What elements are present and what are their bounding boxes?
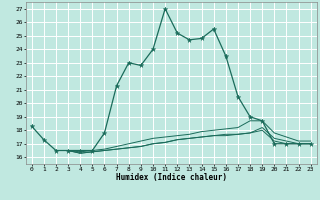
X-axis label: Humidex (Indice chaleur): Humidex (Indice chaleur)	[116, 173, 227, 182]
